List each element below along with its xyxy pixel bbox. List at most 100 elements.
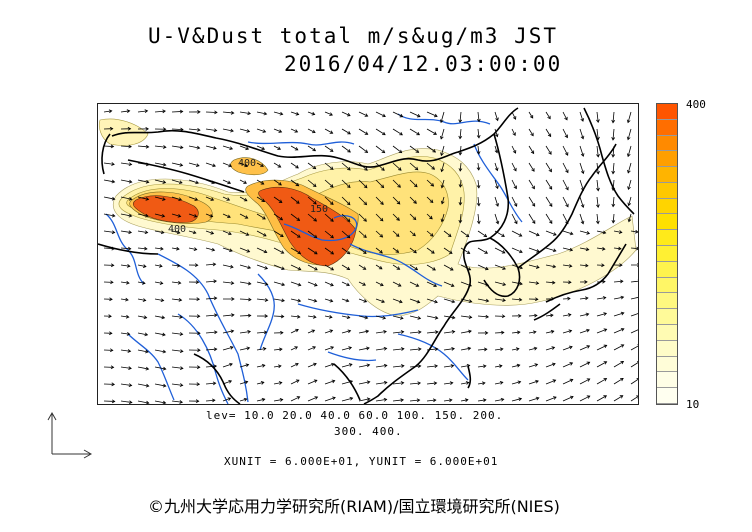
- wind-vector-head: [330, 201, 334, 205]
- wind-vector: [477, 111, 480, 122]
- wind-vector-head: [213, 279, 217, 284]
- wind-vector: [613, 395, 623, 402]
- wind-vector: [358, 330, 369, 334]
- wind-vector-head: [314, 396, 319, 400]
- wind-vector-head: [434, 364, 439, 369]
- wind-vector-head: [482, 398, 487, 403]
- wind-vector: [324, 346, 334, 351]
- wind-vector-head: [128, 179, 133, 184]
- wind-vector: [358, 381, 370, 385]
- wind-vector-head: [247, 329, 251, 334]
- wind-vector: [494, 247, 506, 254]
- wind-vector: [205, 399, 215, 402]
- wind-vector: [627, 145, 632, 157]
- wind-vector: [409, 382, 421, 385]
- wind-vector-head: [145, 144, 150, 149]
- wind-vector-head: [485, 298, 490, 303]
- wind-vector-head: [439, 135, 444, 140]
- wind-vector-head: [243, 197, 248, 202]
- wind-vector: [290, 298, 301, 302]
- wind-vector-head: [569, 231, 574, 236]
- wind-vector-head: [519, 265, 523, 270]
- wind-vector: [409, 298, 420, 303]
- wind-vector: [188, 230, 196, 234]
- wind-vector: [273, 281, 285, 286]
- wind-vector-head: [145, 179, 150, 184]
- wind-vector-head: [243, 397, 248, 402]
- wind-vector: [494, 348, 503, 351]
- wind-vector: [409, 162, 419, 171]
- wind-vector-head: [601, 246, 606, 251]
- wind-vector: [392, 281, 402, 287]
- wind-vector-head: [278, 182, 282, 186]
- wind-vector-head: [585, 296, 589, 301]
- wind-vector: [375, 398, 387, 402]
- wind-vector: [307, 396, 318, 402]
- wind-vector: [528, 281, 539, 284]
- wind-vector: [460, 315, 472, 318]
- wind-vector: [459, 179, 462, 188]
- wind-vector: [528, 380, 539, 385]
- wind-vector-head: [109, 348, 114, 353]
- wind-vector: [273, 196, 283, 203]
- wind-vector: [358, 398, 370, 402]
- wind-vector: [222, 196, 230, 201]
- wind-vector-head: [295, 328, 299, 333]
- wind-vector: [222, 111, 234, 114]
- wind-vector: [120, 298, 129, 301]
- wind-vector-head: [296, 314, 301, 319]
- wind-vector-head: [196, 145, 201, 150]
- wind-vector-head: [176, 246, 180, 251]
- wind-vector-head: [330, 234, 334, 239]
- wind-vector: [137, 349, 149, 353]
- wind-vector: [494, 332, 504, 334]
- colorbar-cell: [657, 388, 677, 404]
- wind-vector-head: [547, 133, 552, 138]
- wind-vector: [440, 111, 445, 123]
- wind-vector: [222, 162, 232, 167]
- wind-vector-head: [381, 299, 385, 304]
- wind-vector: [562, 247, 573, 251]
- wind-vector: [256, 247, 267, 253]
- wind-vector: [341, 397, 353, 402]
- wind-vector-head: [565, 186, 569, 191]
- wind-vector-head: [580, 118, 585, 122]
- wind-vector-head: [381, 167, 385, 171]
- wind-vector: [273, 247, 284, 254]
- wind-vector: [494, 264, 506, 270]
- wind-vector-head: [379, 217, 384, 222]
- wind-vector-head: [618, 246, 622, 251]
- wind-vector: [392, 111, 403, 118]
- wind-vector: [528, 230, 540, 236]
- wind-vector-head: [145, 400, 150, 404]
- wind-vector-head: [395, 233, 400, 237]
- wind-vector: [307, 315, 316, 318]
- wind-vector-head: [432, 267, 436, 271]
- wind-vector-head: [228, 379, 233, 384]
- wind-vector-head: [483, 233, 488, 238]
- wind-vector: [273, 315, 284, 317]
- wind-vector: [205, 348, 217, 351]
- wind-vector-head: [432, 149, 437, 153]
- wind-vector-head: [277, 146, 282, 150]
- wind-vector-head: [364, 113, 369, 117]
- wind-vector: [358, 145, 368, 153]
- wind-vector: [290, 379, 300, 385]
- wind-vector: [375, 145, 385, 154]
- wind-vector: [426, 281, 437, 287]
- wind-vector-head: [262, 233, 267, 237]
- wind-vector-head: [295, 111, 300, 116]
- wind-vector-head: [568, 329, 573, 334]
- wind-vector: [341, 128, 351, 135]
- wind-vector: [511, 364, 520, 368]
- wind-vector: [460, 330, 472, 334]
- wind-vector-head: [263, 330, 268, 335]
- wind-vector-head: [611, 203, 616, 208]
- wind-vector-head: [296, 200, 300, 204]
- wind-vector-head: [364, 149, 369, 153]
- colorbar-cell: [657, 230, 677, 247]
- wind-vector-head: [382, 113, 386, 118]
- wind-vector: [579, 378, 590, 385]
- wind-vector-head: [516, 363, 521, 368]
- wind-vector-head: [229, 248, 233, 253]
